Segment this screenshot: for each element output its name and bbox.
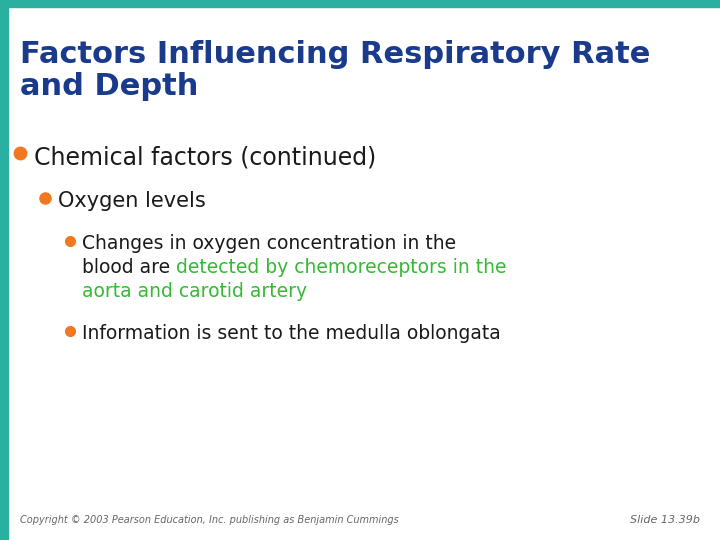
Bar (0, 0, 720, 7)
Text: Changes in oxygen concentration in the: Changes in oxygen concentration in the (82, 234, 456, 253)
Text: blood are: blood are (82, 258, 176, 277)
Text: Oxygen levels: Oxygen levels (58, 191, 206, 211)
Text: Factors Influencing Respiratory Rate: Factors Influencing Respiratory Rate (20, 40, 650, 69)
Text: Slide 13.39b: Slide 13.39b (630, 515, 700, 525)
Text: Copyright © 2003 Pearson Education, Inc. publishing as Benjamin Cummings: Copyright © 2003 Pearson Education, Inc.… (20, 515, 399, 525)
Text: detected by chemoreceptors in the: detected by chemoreceptors in the (176, 258, 507, 277)
Text: and Depth: and Depth (20, 72, 199, 101)
Bar (0, 0, 8, 540)
Text: Chemical factors (continued): Chemical factors (continued) (34, 146, 377, 170)
Text: Information is sent to the medulla oblongata: Information is sent to the medulla oblon… (82, 324, 500, 343)
Text: aorta and carotid artery: aorta and carotid artery (82, 282, 307, 301)
